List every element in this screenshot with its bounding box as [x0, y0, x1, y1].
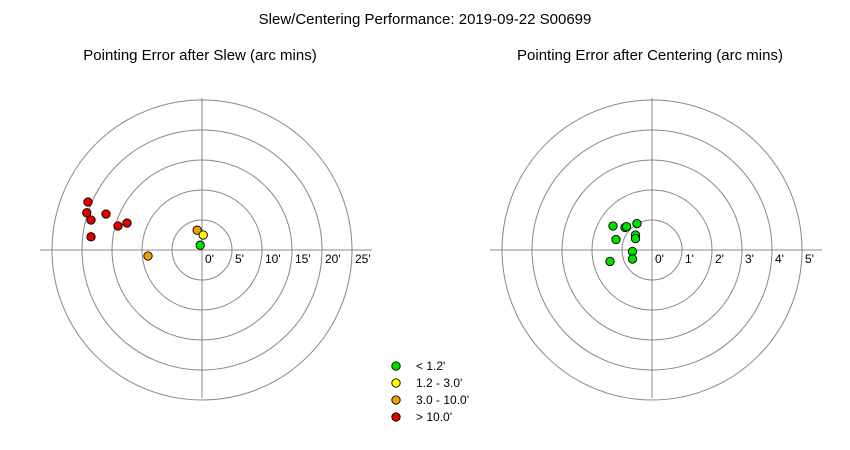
legend-marker: [391, 412, 401, 422]
slew-tick-label: 5': [235, 252, 244, 266]
slew-data-point: [83, 197, 93, 207]
centering-tick-label: 2': [715, 252, 724, 266]
legend-label: < 1.2': [416, 359, 445, 373]
centering-data-point: [611, 234, 621, 245]
centering-data-point: [630, 233, 641, 244]
centering-tick-label: 1': [685, 252, 694, 266]
slew-data-point: [82, 208, 92, 218]
slew-tick-label: 20': [325, 252, 341, 266]
slew-data-point: [192, 225, 202, 235]
centering-data-point: [621, 221, 632, 232]
centering-data-point: [608, 221, 618, 231]
centering-data-point: [632, 218, 642, 229]
slew-data-point: [198, 230, 208, 240]
slew-data-point: [195, 240, 205, 250]
slew-error-panel: Pointing Error after Slew (arc mins) 0' 5…: [40, 47, 372, 401]
legend-label: > 10.0': [416, 410, 452, 424]
slew-data-point: [122, 218, 132, 228]
centering-data-point: [627, 254, 638, 264]
centering-tick-label: 5': [805, 252, 814, 266]
centering-error-panel: Pointing Error after Centering (arc mins…: [490, 47, 822, 401]
legend-label: 3.0 - 10.0': [416, 393, 469, 407]
legend-marker: [391, 395, 401, 405]
legend: < 1.2' 1.2 - 3.0' 3.0 - 10.0' > 10.0': [391, 359, 469, 424]
slew-tick-label: 10': [265, 252, 281, 266]
legend-marker: [391, 361, 401, 371]
figure-title: Slew/Centering Performance: 2019-09-22 S…: [259, 11, 592, 28]
centering-data-point: [605, 256, 615, 267]
slew-tick-label: 0': [205, 252, 214, 266]
centering-tick-label: 4': [775, 252, 784, 266]
slew-data-point: [101, 209, 111, 219]
slew-data-point: [143, 251, 153, 261]
legend-marker: [391, 378, 401, 388]
centering-tick-label: 0': [655, 252, 664, 266]
centering-panel-title: Pointing Error after Centering (arc mins…: [517, 47, 783, 64]
slew-data-point: [86, 215, 96, 225]
slew-data-point: [113, 221, 123, 231]
centering-tick-label: 3': [745, 252, 754, 266]
slew-tick-label: 25': [355, 252, 371, 266]
legend-label: 1.2 - 3.0': [416, 376, 462, 390]
slew-panel-title: Pointing Error after Slew (arc mins): [83, 47, 316, 64]
slew-data-point: [86, 232, 96, 242]
slew-tick-label: 15': [295, 252, 311, 266]
